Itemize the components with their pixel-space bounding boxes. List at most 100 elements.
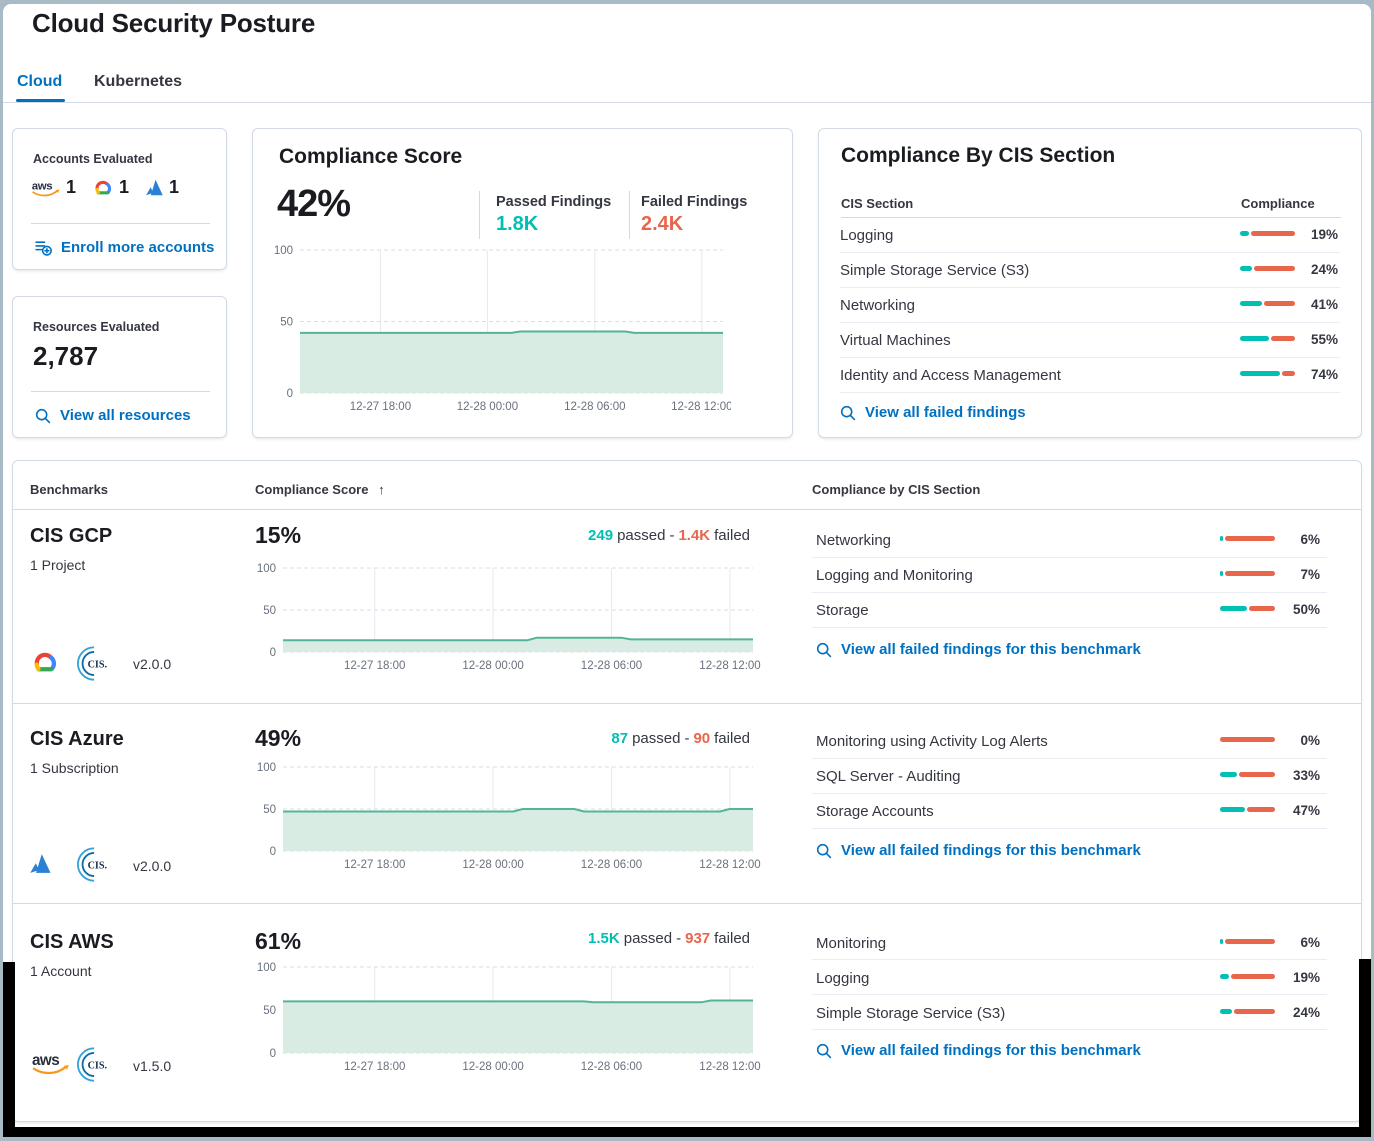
view-benchmark-failed-findings-link[interactable]: View all failed findings for this benchm… — [816, 842, 1141, 859]
section-row-divider — [812, 828, 1327, 829]
accounts-card-divider — [31, 223, 210, 224]
compliance-pct: 55% — [1310, 332, 1338, 347]
benchmark-row-divider — [13, 903, 1361, 904]
compliance-pct: 19% — [1292, 970, 1320, 985]
screenshot-black-bar-right — [1359, 959, 1371, 1137]
enroll-more-accounts-link[interactable]: Enroll more accounts — [35, 239, 214, 256]
compliance-pct: 0% — [1300, 733, 1320, 748]
benchmark-score: 61% — [255, 928, 302, 954]
benchmark-version: v1.5.0 — [133, 1058, 172, 1074]
benchmarks-column-header: Benchmarks — [30, 482, 109, 497]
view-all-resources-link[interactable]: View all resources — [35, 407, 191, 424]
cis-section-card: Compliance By CIS Section CIS Section Co… — [818, 128, 1362, 438]
passed-failed-counts: 1.5K passed -937 failed — [588, 930, 750, 947]
cis-table-header-divider — [841, 217, 1341, 218]
active-tab-underline — [16, 99, 65, 102]
cis-logo: CIS. — [77, 1046, 114, 1083]
svg-text:12-27 18:00: 12-27 18:00 — [344, 660, 405, 672]
section-row-divider — [812, 994, 1327, 995]
search-icon — [816, 1043, 832, 1059]
compliance-bar — [1220, 974, 1275, 979]
benchmark-trend-chart: 0 50 100 12-27 18:00 12-28 00:00 12-28 06:00 1… — [253, 761, 761, 873]
svg-text:100: 100 — [257, 962, 276, 974]
compliance-pct: 47% — [1292, 803, 1320, 818]
benchmark-name: CIS Azure — [30, 728, 124, 750]
svg-text:12-28 12:00: 12-28 12:00 — [699, 859, 760, 871]
enroll-more-accounts-label: Enroll more accounts — [61, 239, 215, 256]
compliance-bar — [1240, 371, 1295, 376]
sort-ascending-icon: ↑ — [378, 482, 385, 497]
svg-text:CIS.: CIS. — [88, 660, 108, 671]
tab-kubernetes[interactable]: Kubernetes — [94, 73, 183, 90]
section-row-divider — [812, 627, 1327, 628]
passed-findings-value: 1.8K — [496, 213, 539, 235]
compliance-bar — [1220, 536, 1275, 541]
compliance-pct: 50% — [1292, 602, 1320, 617]
compliance-bar — [1220, 939, 1275, 944]
svg-text:12-28 12:00: 12-28 12:00 — [699, 1061, 760, 1073]
benchmark-section-label: Networking — [816, 532, 892, 549]
gcp-icon — [30, 650, 60, 674]
svg-text:12-28 06:00: 12-28 06:00 — [581, 1061, 642, 1073]
svg-text:12-28 12:00: 12-28 12:00 — [699, 660, 760, 672]
svg-text:50: 50 — [263, 804, 276, 816]
svg-text:100: 100 — [274, 245, 293, 257]
cis-logo: CIS. — [77, 846, 114, 883]
compliance-bar — [1220, 606, 1275, 611]
view-benchmark-failed-findings-link[interactable]: View all failed findings for this benchm… — [816, 1042, 1141, 1059]
compliance-score-sort-header[interactable]: Compliance Score ↑ — [255, 482, 385, 497]
benchmark-trend-chart: 0 50 100 12-27 18:00 12-28 00:00 12-28 06:00 1… — [253, 961, 761, 1075]
tab-cloud[interactable]: Cloud — [17, 73, 63, 90]
failed-divider — [629, 191, 630, 239]
benchmarks-header-divider — [13, 509, 1361, 510]
svg-text:0: 0 — [270, 846, 276, 858]
cis-row-divider — [840, 322, 1340, 323]
compliance-bar — [1240, 266, 1295, 271]
cis-section-card-title: Compliance By CIS Section — [841, 144, 1116, 167]
svg-text:12-27 18:00: 12-27 18:00 — [344, 859, 405, 871]
benchmark-score: 49% — [255, 725, 302, 751]
header-divider — [3, 102, 1371, 103]
svg-text:12-28 00:00: 12-28 00:00 — [462, 660, 523, 672]
svg-text:12-28 00:00: 12-28 00:00 — [462, 1061, 523, 1073]
aws-account-count: 1 — [66, 177, 77, 197]
section-row-divider — [812, 1029, 1327, 1030]
view-benchmark-failed-findings-link[interactable]: View all failed findings for this benchm… — [816, 641, 1141, 658]
cis-section-column-header: CIS Section — [841, 196, 914, 211]
cis-row-divider — [840, 252, 1340, 253]
benchmark-score: 15% — [255, 522, 302, 548]
passed-failed-counts: 249 passed -1.4K failed — [588, 527, 750, 544]
search-icon — [35, 408, 51, 424]
compliance-bar — [1240, 301, 1295, 306]
resources-evaluated-card: Resources Evaluated 2,787 View all resou… — [12, 296, 227, 438]
compliance-bar — [1220, 737, 1275, 742]
compliance-pct: 24% — [1292, 1005, 1320, 1020]
compliance-pct: 6% — [1300, 935, 1320, 950]
azure-account-count: 1 — [169, 177, 180, 197]
compliance-pct: 19% — [1310, 227, 1338, 242]
benchmark-trend-chart: 0 50 100 12-27 18:00 12-28 00:00 12-28 06:00 1… — [253, 562, 761, 674]
screenshot-black-bar-bottom — [3, 1127, 1371, 1137]
search-icon — [840, 405, 856, 421]
svg-text:0: 0 — [270, 647, 276, 659]
view-benchmark-failed-findings-label: View all failed findings for this benchm… — [841, 641, 1141, 658]
benchmark-scope: 1 Account — [30, 963, 92, 979]
svg-text:CIS.: CIS. — [88, 861, 108, 872]
gcp-icon — [92, 178, 114, 197]
view-benchmark-failed-findings-label: View all failed findings for this benchm… — [841, 842, 1141, 859]
compliance-pct: 24% — [1310, 262, 1338, 277]
compliance-bar — [1240, 336, 1295, 341]
benchmark-section-label: Storage — [816, 602, 869, 619]
view-all-failed-findings-link[interactable]: View all failed findings — [840, 404, 1026, 421]
list-add-icon — [35, 239, 52, 256]
compliance-bar — [1220, 772, 1275, 777]
screenshot-black-bar-left — [3, 962, 15, 1137]
accounts-evaluated-title: Accounts Evaluated — [33, 152, 153, 166]
svg-text:12-27 18:00: 12-27 18:00 — [350, 401, 411, 413]
svg-text:0: 0 — [270, 1048, 276, 1060]
svg-text:50: 50 — [263, 1005, 276, 1017]
compliance-bar — [1220, 1009, 1275, 1014]
benchmark-section-label: Logging and Monitoring — [816, 567, 973, 584]
passed-findings-label: Passed Findings — [496, 194, 612, 210]
svg-text:0: 0 — [287, 388, 293, 400]
